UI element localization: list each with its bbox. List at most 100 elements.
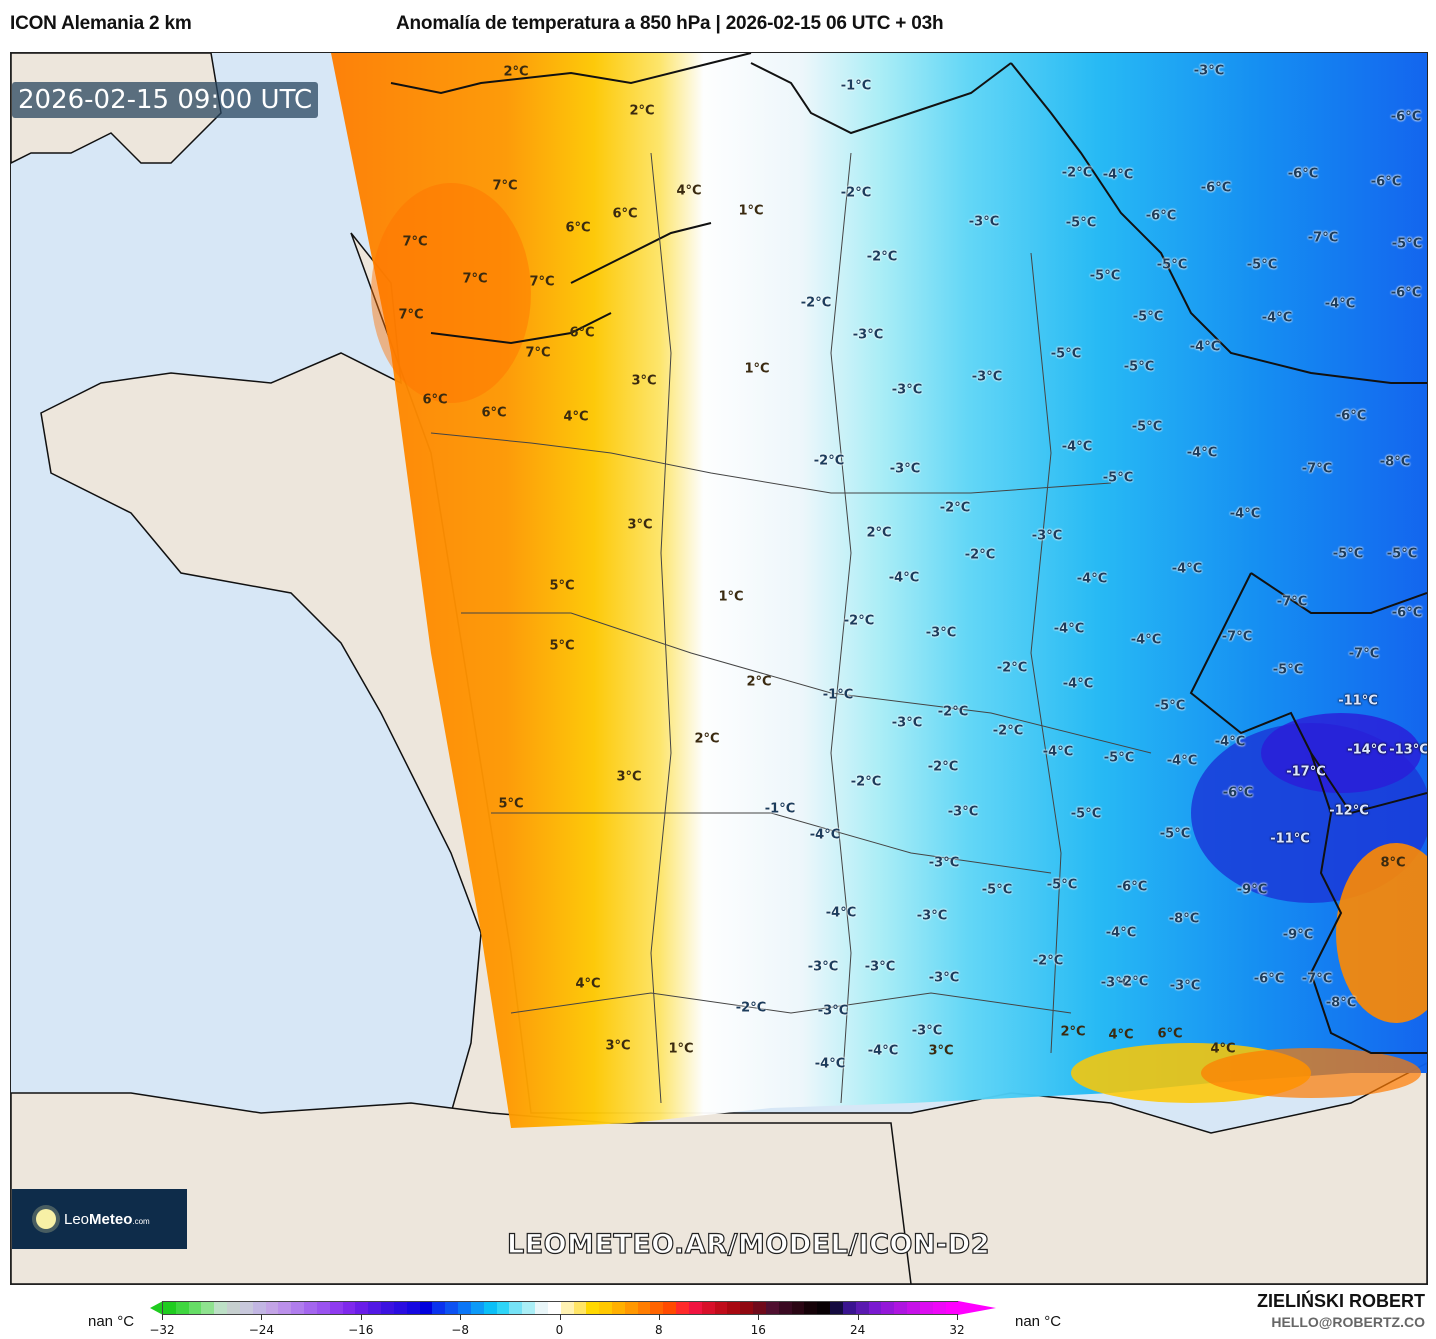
temperature-label: -4°C bbox=[867, 1043, 899, 1059]
temperature-label: 2°C bbox=[503, 64, 529, 80]
temperature-label: 2°C bbox=[866, 525, 892, 541]
temperature-label: -2°C bbox=[840, 185, 872, 201]
colorbar-swatch bbox=[663, 1302, 677, 1314]
temperature-label: -5°C bbox=[1102, 470, 1134, 486]
colorbar-tick-label: 24 bbox=[849, 1323, 866, 1337]
colorbar-swatch bbox=[458, 1302, 471, 1314]
colorbar-swatch bbox=[586, 1302, 600, 1314]
temperature-label: 6°C bbox=[612, 206, 638, 222]
colorbar-swatch bbox=[842, 1302, 856, 1314]
temperature-label: -3°C bbox=[968, 214, 1000, 230]
colorbar-swatch bbox=[201, 1302, 215, 1314]
temperature-label: 4°C bbox=[563, 409, 589, 425]
valid-time-badge: 2026-02-15 09:00 UTC bbox=[12, 82, 319, 118]
temperature-label: -3°C bbox=[928, 855, 960, 871]
temperature-label: 5°C bbox=[549, 578, 575, 594]
temperature-label: -4°C bbox=[888, 570, 920, 586]
temperature-label: -4°C bbox=[1105, 925, 1137, 941]
temperature-label: -5°C bbox=[1050, 346, 1082, 362]
author-email[interactable]: HELLO@ROBERTZ.CO bbox=[1271, 1314, 1425, 1330]
temperature-label: -2°C bbox=[992, 723, 1024, 739]
colorbar-swatch bbox=[624, 1302, 638, 1314]
temperature-label: -6°C bbox=[1390, 285, 1422, 301]
temperature-label: -3°C bbox=[807, 959, 839, 975]
colorbar-swatch bbox=[483, 1302, 497, 1314]
colorbar-swatch bbox=[535, 1302, 548, 1314]
colorbar-swatch bbox=[676, 1302, 689, 1314]
temperature-label: -5°C bbox=[1089, 268, 1121, 284]
temperature-label: -3°C bbox=[817, 1003, 849, 1019]
temperature-label: -4°C bbox=[1261, 310, 1293, 326]
temperature-label: -7°C bbox=[1276, 594, 1308, 610]
temperature-label: -2°C bbox=[1117, 974, 1149, 990]
colorbar-swatch bbox=[239, 1302, 253, 1314]
colorbar-swatch bbox=[278, 1302, 292, 1314]
colorbar-swatch bbox=[188, 1302, 202, 1314]
temperature-label: -2°C bbox=[1061, 165, 1093, 181]
colorbar: −32 −24 −16 −8 0 8 16 24 32 bbox=[149, 1299, 1002, 1339]
colorbar-swatch bbox=[945, 1302, 959, 1314]
temperature-label: -2°C bbox=[800, 295, 832, 311]
temperature-label: -5°C bbox=[1065, 215, 1097, 231]
colorbar-unit-left: nan °C bbox=[88, 1313, 135, 1330]
colorbar-swatch bbox=[740, 1302, 754, 1314]
colorbar-tick bbox=[758, 1314, 760, 1320]
colorbar-swatch bbox=[252, 1302, 266, 1314]
temperature-label: -2°C bbox=[735, 1000, 767, 1016]
temperature-label: -17°C bbox=[1286, 764, 1326, 780]
colorbar-swatch bbox=[304, 1302, 317, 1314]
temperature-label: -2°C bbox=[813, 453, 845, 469]
logo-text: LeoMeteo.com bbox=[64, 1210, 150, 1228]
temperature-label: -3°C bbox=[916, 908, 948, 924]
temperature-label: -5°C bbox=[1132, 309, 1164, 325]
temperature-label: 7°C bbox=[492, 178, 518, 194]
temperature-label: -3°C bbox=[864, 959, 896, 975]
colorbar-tick bbox=[360, 1314, 362, 1320]
temperature-label: 6°C bbox=[565, 220, 591, 236]
temperature-label: -5°C bbox=[981, 882, 1013, 898]
colorbar-swatch bbox=[573, 1302, 587, 1314]
temperature-label: -2°C bbox=[843, 613, 875, 629]
temperature-label: 2°C bbox=[1060, 1024, 1086, 1040]
temperature-label: -4°C bbox=[1062, 676, 1094, 692]
temperature-label: 1°C bbox=[718, 589, 744, 605]
author-credit: ZIELIŃSKI ROBERT bbox=[1256, 1291, 1425, 1311]
temperature-label: -4°C bbox=[1186, 445, 1218, 461]
temperature-label: 4°C bbox=[575, 976, 601, 992]
temperature-label: -4°C bbox=[1214, 734, 1246, 750]
temperature-label: -2°C bbox=[1032, 953, 1064, 969]
temperature-label: 6°C bbox=[422, 392, 448, 408]
colorbar-swatch bbox=[611, 1302, 625, 1314]
temperature-label: -3°C bbox=[891, 715, 923, 731]
temperature-label: -6°C bbox=[1370, 174, 1402, 190]
temperature-label: 7°C bbox=[402, 234, 428, 250]
watermark-url: LEOMETEO.AR/MODEL/ICON-D2 bbox=[506, 1228, 990, 1260]
colorbar-tick-label: −24 bbox=[248, 1323, 275, 1337]
temperature-label: 7°C bbox=[398, 307, 424, 323]
colorbar-swatch bbox=[368, 1302, 382, 1314]
sun-icon bbox=[36, 1209, 56, 1229]
temperature-label: -9°C bbox=[1236, 882, 1268, 898]
coastline-channel bbox=[390, 53, 752, 95]
colorbar-tick-label: 8 bbox=[655, 1323, 663, 1337]
temperature-label: -8°C bbox=[1168, 911, 1200, 927]
temperature-anomaly-map: 2°C 2°C -1°C -3°C -6°C 7°C 4°C 1°C 6°C 6°C 7°C 7°C 7… bbox=[10, 52, 1428, 1285]
temperature-label: -2°C bbox=[850, 774, 882, 790]
border-germany bbox=[1010, 62, 1427, 384]
temperature-label: -5°C bbox=[1103, 750, 1135, 766]
temperature-label: -4°C bbox=[1130, 632, 1162, 648]
colorbar-swatch bbox=[419, 1302, 433, 1314]
colorbar-swatch bbox=[919, 1302, 933, 1314]
temperature-label: -2°C bbox=[939, 500, 971, 516]
colorbar-tick-label: 0 bbox=[555, 1323, 564, 1337]
leometeo-logo[interactable]: LeoMeteo.com bbox=[12, 1189, 187, 1249]
temperature-label: -2°C bbox=[866, 249, 898, 265]
temperature-label: -3°C bbox=[1169, 978, 1201, 994]
colorbar-swatch bbox=[163, 1302, 176, 1314]
colorbar-tick bbox=[658, 1314, 660, 1320]
colorbar-swatch bbox=[907, 1302, 920, 1314]
west-warm-core bbox=[371, 183, 531, 403]
colorbar-swatch bbox=[227, 1302, 240, 1314]
temperature-label: 3°C bbox=[616, 769, 642, 785]
temperature-label: -5°C bbox=[1391, 236, 1423, 252]
